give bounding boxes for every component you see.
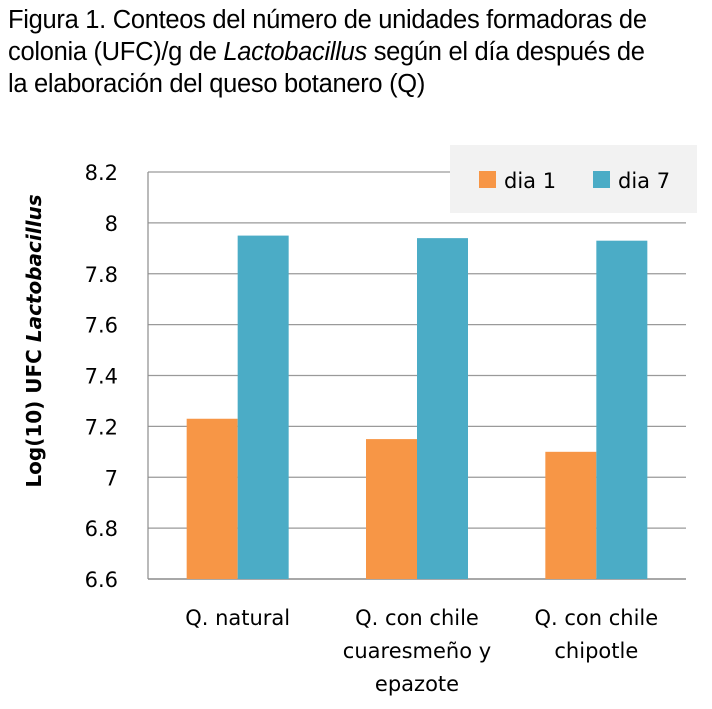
bar <box>417 238 468 579</box>
legend-label: dia 7 <box>618 169 670 193</box>
x-category-label: Q. con chile <box>534 606 658 630</box>
bar <box>545 451 597 579</box>
caption-line-3: la elaboración del queso botanero (Q) <box>8 70 426 98</box>
x-axis-categories: Q. natural Q. con chile cuaresmeño y epazot… <box>185 606 658 696</box>
legend-label: dia 1 <box>504 169 556 193</box>
caption-line-2-post: según el día después de <box>366 38 645 66</box>
legend-swatch <box>479 171 496 188</box>
y-axis-ticks: 6.6 6.8 7 7.2 7.4 7.6 7.8 8 8.2 <box>85 161 118 592</box>
bar <box>237 235 289 579</box>
figure-caption: Figura 1. Conteos del número de unidades… <box>8 4 708 100</box>
caption-line-2-italic: Lactobacillus <box>223 38 367 66</box>
legend-swatch <box>593 171 610 188</box>
bars <box>186 235 648 579</box>
y-tick-label: 6.6 <box>85 568 118 592</box>
y-tick-label: 7.8 <box>85 263 118 287</box>
y-axis-label: Log(10) UFC Lactobacillus <box>22 194 46 487</box>
x-category-label: chipotle <box>554 639 638 663</box>
y-tick-label: 8.2 <box>85 161 118 185</box>
caption-line-2-pre: colonia (UFC)/g de <box>8 38 224 66</box>
x-category-label: cuaresmeño y <box>343 639 491 663</box>
x-category-label: Q. natural <box>185 606 290 630</box>
y-tick-label: 7 <box>105 466 118 490</box>
y-tick-label: 6.8 <box>85 517 118 541</box>
x-category-label: epazote <box>375 672 459 696</box>
y-tick-label: 7.4 <box>85 365 118 389</box>
y-tick-label: 7.6 <box>85 314 118 338</box>
legend: dia 1 dia 7 <box>450 145 697 213</box>
bar <box>186 418 238 579</box>
y-tick-label: 7.2 <box>85 415 118 439</box>
bar <box>366 439 417 579</box>
bar <box>596 240 648 579</box>
caption-line-2: colonia (UFC)/g de Lactobacillus según e… <box>8 36 708 68</box>
caption-line-1: Figura 1. Conteos del número de unidades… <box>8 6 647 34</box>
y-axis-label-italic: Lactobacillus <box>22 194 46 342</box>
y-axis-label-prefix: Log(10) UFC <box>22 342 46 487</box>
y-tick-label: 8 <box>105 212 118 236</box>
x-category-label: Q. con chile <box>355 606 479 630</box>
